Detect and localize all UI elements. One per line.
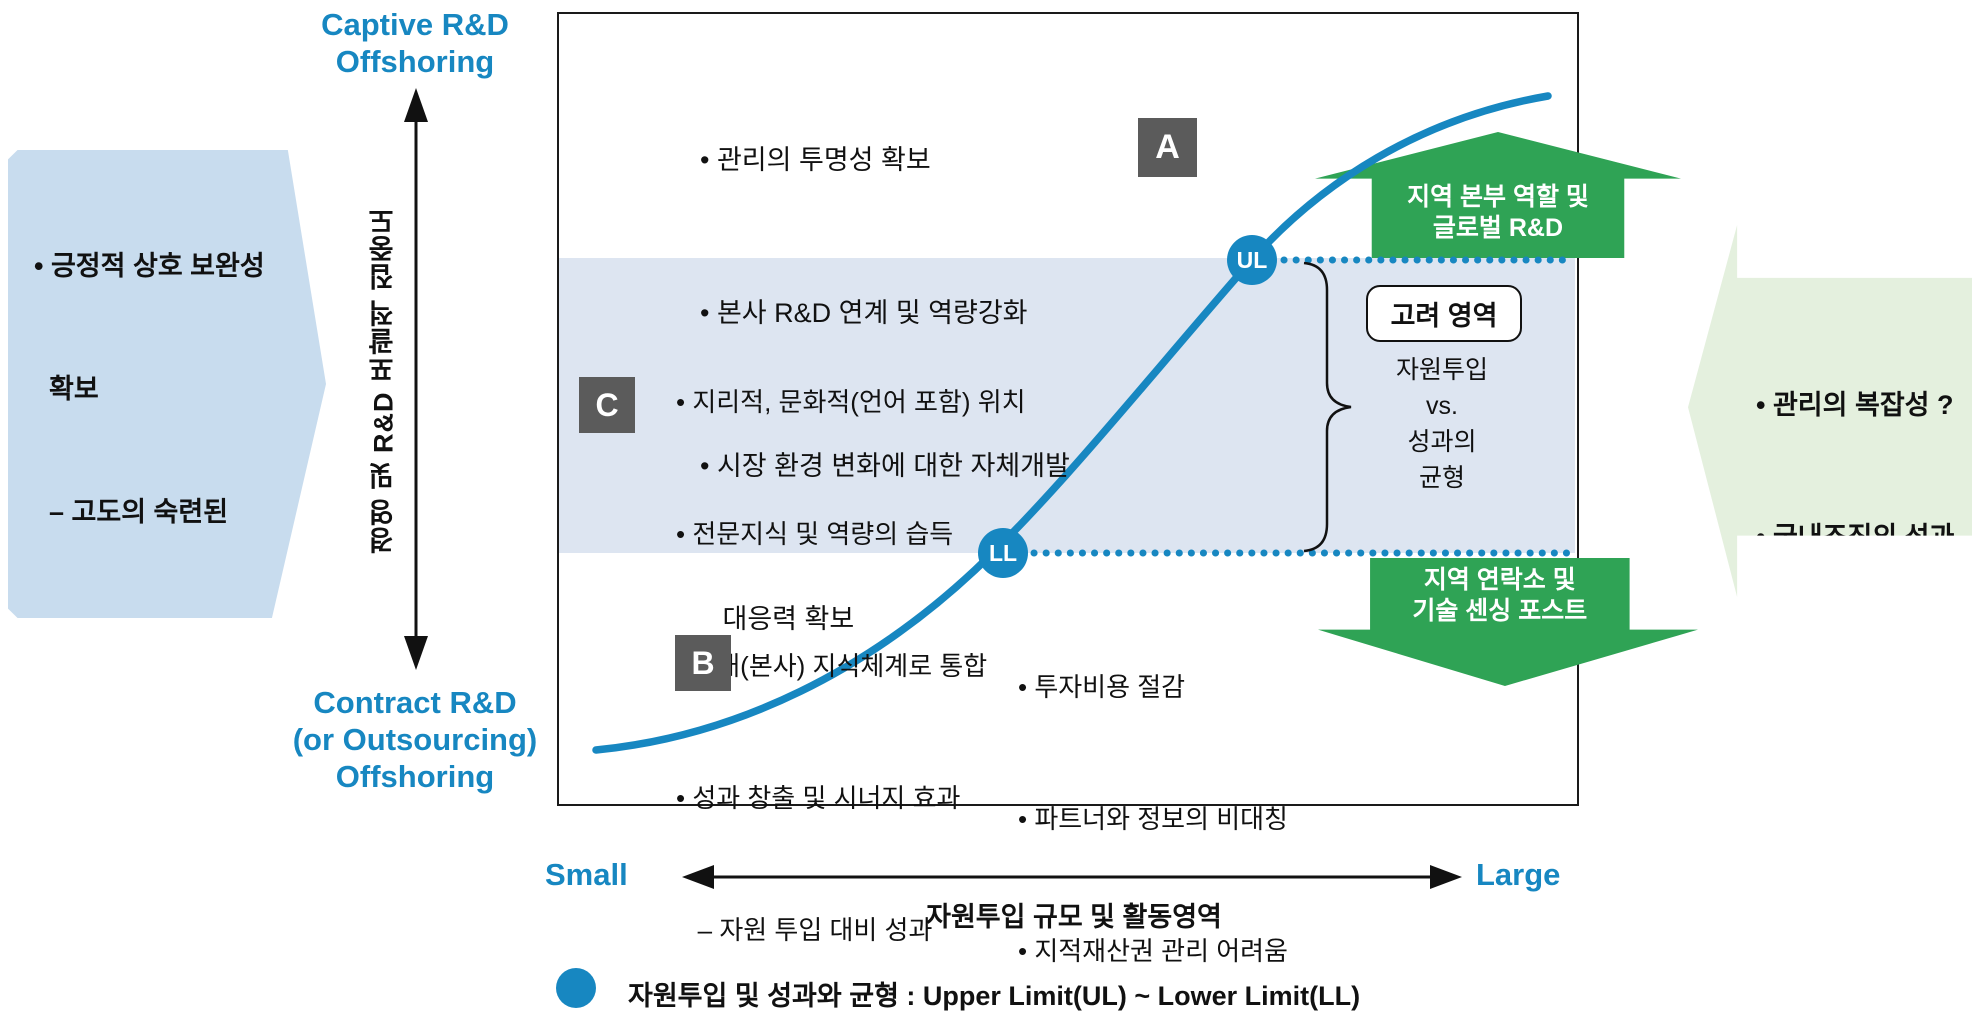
- concerns-line: • 혁신 활동 추진: [1756, 786, 1937, 816]
- x-axis-caption: 자원투입 규모 및 활동영역: [926, 902, 1222, 932]
- legend-dot-icon: [556, 968, 596, 1008]
- zone-b-line: • 지적재산권 관리 어려움: [1018, 936, 1288, 966]
- zone-a-line: • 관리의 투명성 확보: [700, 145, 931, 175]
- upper-limit-marker: UL: [1227, 235, 1277, 285]
- y-axis-caption: 경영 및 R&D 포괄적 집중도: [368, 206, 399, 554]
- zone-c-notes: • 지리적, 문화적(언어 포함) 위치 • 전문지식 및 역량의 습득 • 국…: [676, 292, 1026, 1028]
- captive-line1: Captive R&D: [321, 7, 509, 42]
- benefit-line: 확보: [34, 374, 99, 404]
- zone-a-line: • 시장 환경 변화에 대한 자체개발: [700, 451, 1070, 481]
- zone-c-line: – 자원 투입 대비 성과: [676, 915, 933, 945]
- regional-hq-line1: 지역 본부 역할 및: [1407, 183, 1589, 211]
- y-axis-arrow: [404, 88, 428, 670]
- concerns-line: 연계성 ?: [1756, 654, 1870, 684]
- zone-b-line: • 파트너와 정보의 비대칭: [1018, 804, 1288, 834]
- x-axis-small-label: Small: [545, 857, 628, 892]
- liaison-office-line1: 지역 연락소 및: [1423, 566, 1576, 594]
- balance-line3: 성과의: [1407, 428, 1477, 456]
- benefits-panel-text: • 긍정적 상호 보완성 확보 – 고도의 숙련된 인력과 해외 사업 · 기술…: [34, 164, 282, 1019]
- balance-line4: 균형: [1418, 464, 1465, 492]
- legend-text: 자원투입 및 성과와 균형 : Upper Limit(UL) ~ Lower …: [628, 981, 1361, 1011]
- zone-b-badge: B: [675, 635, 731, 691]
- liaison-office-arrow-label: 지역 연락소 및 기술 센싱 포스트: [1370, 565, 1630, 627]
- zone-a-notes: • 관리의 투명성 확보 • 본사 R&D 연계 및 역량강화 • 시장 환경 …: [700, 33, 1070, 747]
- benefit-line: – 고도의 숙련된: [34, 497, 229, 527]
- benefits-panel: • 긍정적 상호 보완성 확보 – 고도의 숙련된 인력과 해외 사업 · 기술…: [8, 150, 326, 618]
- regional-hq-arrow-label: 지역 본부 역할 및 글로벌 R&D: [1370, 182, 1626, 244]
- benefit-line: • 긍정적 상호 보완성: [34, 251, 265, 281]
- zone-a-badge: A: [1138, 118, 1197, 177]
- zone-b-line: • 투자비용 절감: [1018, 672, 1186, 702]
- concerns-line: 효율성 ?: [1756, 918, 1870, 948]
- benefit-line: • 해외 시장 · 소비자의: [34, 866, 282, 896]
- zone-a-line: 대응력 확보: [700, 604, 855, 634]
- x-axis-large-label: Large: [1476, 857, 1561, 892]
- zone-c-line: • 전문지식 및 역량의 습득: [676, 519, 954, 549]
- lower-limit-marker: LL: [978, 528, 1028, 578]
- consideration-area-box: 고려 영역: [1366, 285, 1522, 342]
- captive-line2: Offshoring: [335, 44, 495, 79]
- concerns-line: • 국내조직의 성과: [1756, 522, 1955, 552]
- zone-a-line: • 본사 R&D 연계 및 역량강화: [700, 298, 1028, 328]
- zone-b-notes: • 투자비용 절감 • 파트너와 정보의 비대칭 • 지적재산권 관리 어려움 …: [1018, 577, 1319, 1028]
- balance-line1: 자원투입: [1395, 356, 1488, 384]
- concerns-panel: • 관리의 복잡성 ? • 국내조직의 성과 연계성 ? • 혁신 활동 추진 …: [1688, 225, 1972, 597]
- zone-c-line: • 성과 창출 및 시너지 효과: [676, 783, 961, 813]
- contract-line3: Offshoring: [335, 759, 495, 794]
- benefit-line: 직접적 이해: [34, 989, 181, 1019]
- balance-text: 자원투입 vs. 성과의 균형: [1356, 352, 1528, 496]
- contract-line1: Contract R&D: [313, 685, 517, 720]
- liaison-office-line2: 기술 센싱 포스트: [1412, 597, 1588, 625]
- regional-hq-line2: 글로벌 R&D: [1432, 214, 1564, 242]
- concerns-line: • 관리의 복잡성 ?: [1756, 390, 1954, 420]
- benefit-line: 인력과 해외 사업 ·: [34, 615, 281, 618]
- contract-line2: (or Outsourcing): [292, 722, 538, 757]
- captive-rnd-label: Captive R&D Offshoring: [245, 6, 585, 80]
- zone-c-badge: C: [579, 377, 635, 433]
- concerns-panel-text: • 관리의 복잡성 ? • 국내조직의 성과 연계성 ? • 혁신 활동 추진 …: [1756, 295, 1955, 948]
- zone-c-line: • 지리적, 문화적(언어 포함) 위치: [676, 387, 1026, 417]
- contract-rnd-label: Contract R&D (or Outsourcing) Offshoring: [245, 684, 585, 795]
- balance-line2: vs.: [1426, 392, 1458, 420]
